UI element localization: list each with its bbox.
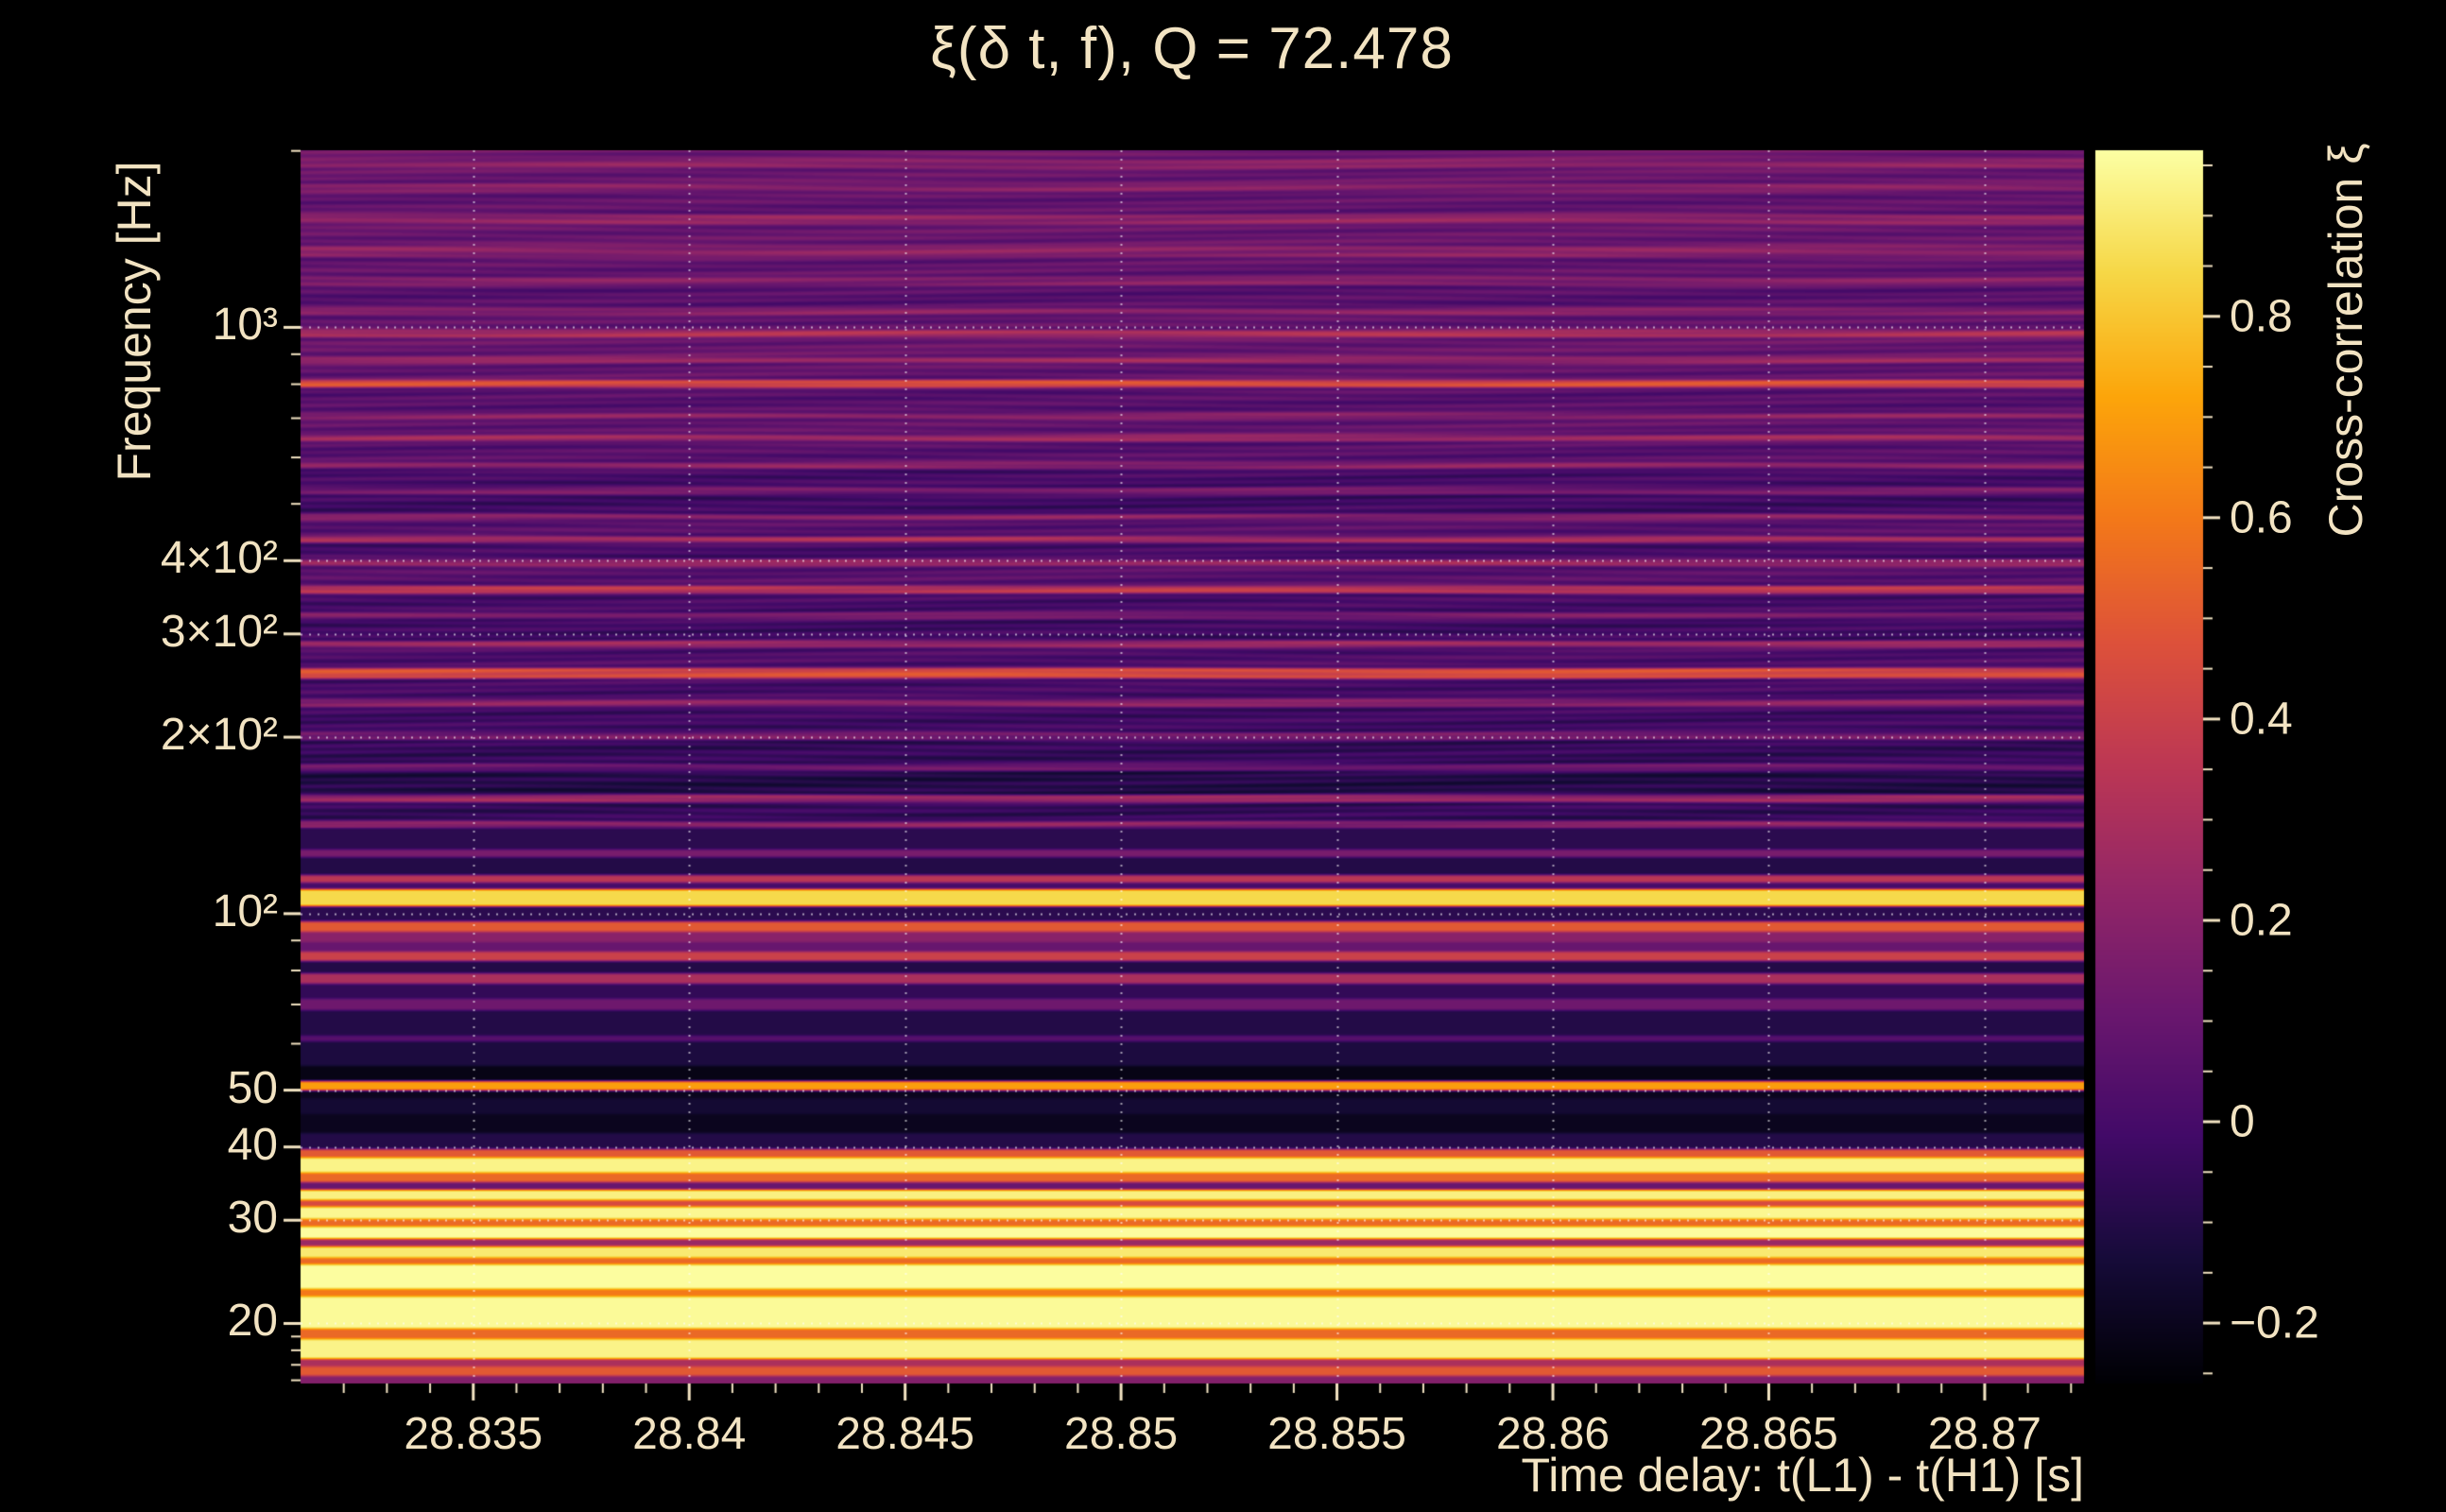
y-axis-label: Frequency [Hz] <box>108 161 161 482</box>
x-axis-label: Time delay: t(L1) - t(H1) [s] <box>1521 1449 2084 1502</box>
colorbar-label: Cross-correlation ξ <box>2319 143 2372 538</box>
chart-title: ξ(δ t, f), Q = 72.478 <box>930 16 1454 81</box>
